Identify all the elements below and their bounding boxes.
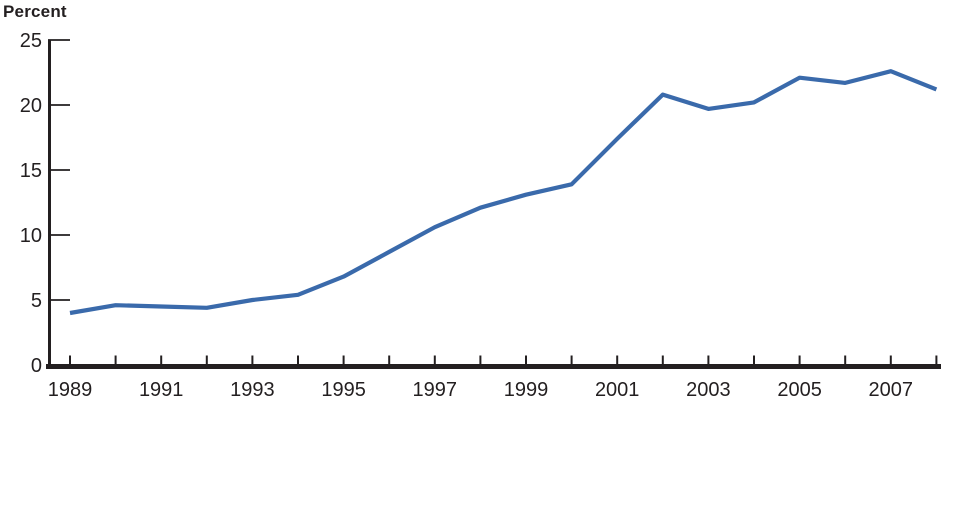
y-tick-label: 5 — [31, 290, 42, 312]
y-tick-label: 10 — [20, 225, 42, 247]
y-tick-label: 15 — [20, 160, 42, 182]
x-tick-label: 1999 — [504, 379, 549, 401]
x-tick-label: 1989 — [48, 379, 93, 401]
x-tick-label: 2001 — [595, 379, 640, 401]
x-tick-label: 1991 — [139, 379, 184, 401]
x-tick-label: 1997 — [413, 379, 458, 401]
y-axis-title: Percent — [3, 2, 67, 21]
x-tick-label: 1995 — [321, 379, 366, 401]
x-tick-label: 2003 — [686, 379, 731, 401]
y-tick-label: 20 — [20, 95, 42, 117]
data-line-percent — [69, 69, 938, 316]
x-tick-label: 1993 — [230, 379, 275, 401]
y-tick-label: 25 — [20, 30, 42, 52]
x-tick-label: 2005 — [777, 379, 822, 401]
x-tick-label: 2007 — [869, 379, 914, 401]
y-tick-label: 0 — [31, 355, 42, 377]
